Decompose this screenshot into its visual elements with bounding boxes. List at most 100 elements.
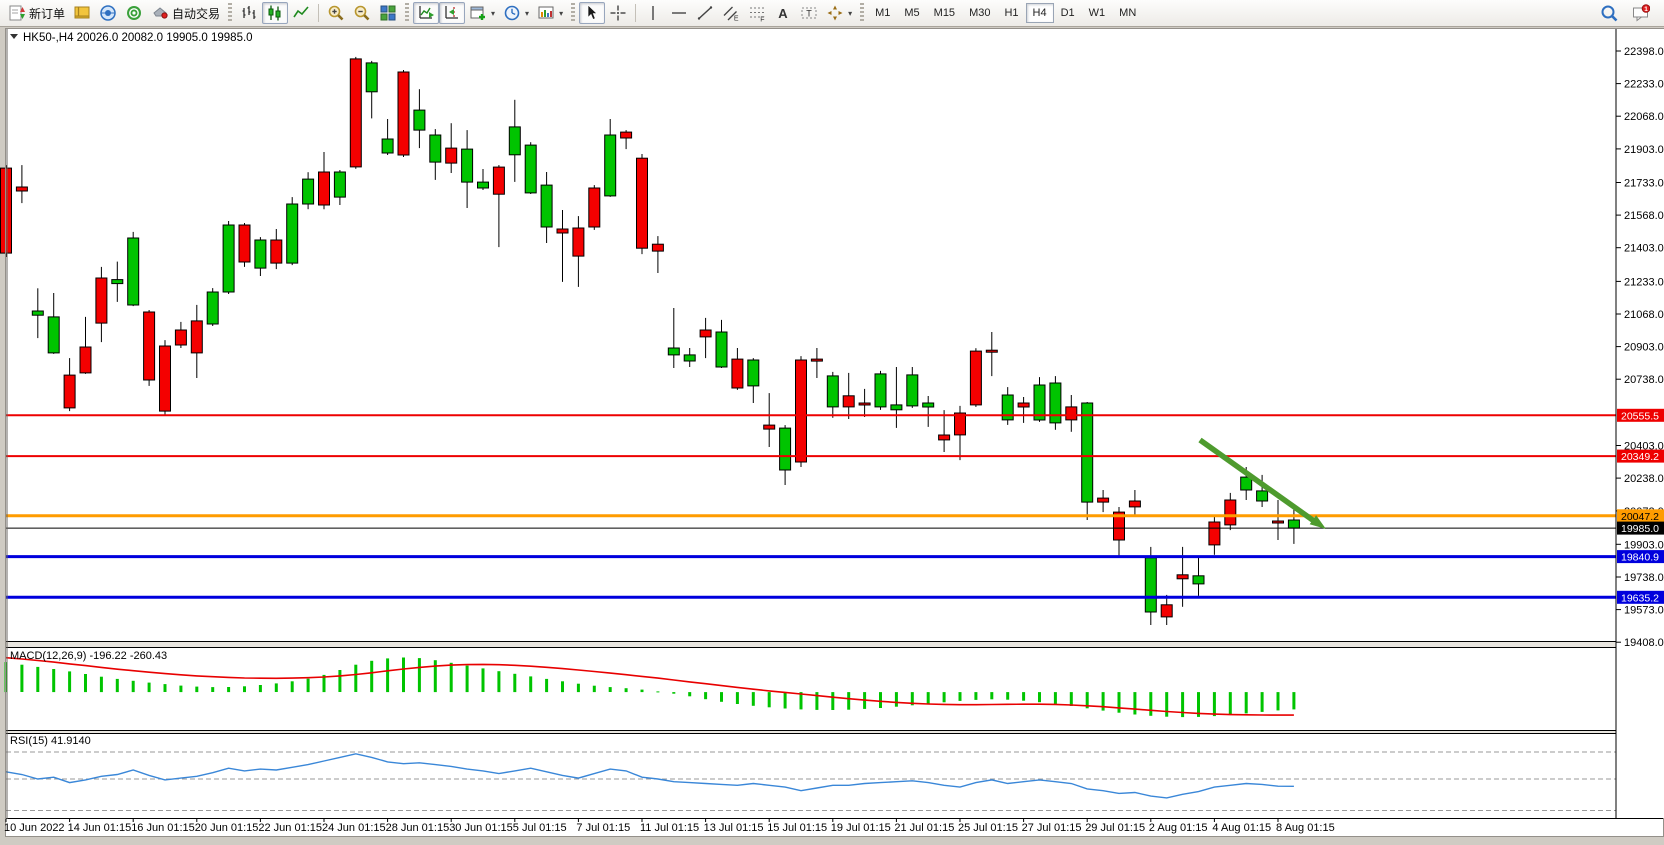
candle[interactable] (174, 321, 187, 348)
candle[interactable] (508, 99, 521, 182)
candle[interactable] (1081, 402, 1094, 520)
candle[interactable] (429, 129, 442, 180)
candle[interactable] (1272, 500, 1284, 540)
timeframe-d1-button[interactable]: D1 (1060, 7, 1075, 19)
candle[interactable] (413, 89, 426, 149)
candle[interactable] (270, 229, 283, 270)
publisher-button[interactable] (95, 2, 121, 24)
periods-button[interactable]: ▾ (499, 2, 533, 24)
candle[interactable] (365, 60, 378, 119)
candle[interactable] (604, 119, 617, 197)
candle[interactable] (127, 231, 140, 307)
candle[interactable] (111, 261, 124, 302)
candle[interactable] (190, 304, 203, 378)
candle[interactable] (763, 393, 776, 447)
time-axis[interactable]: 10 Jun 2022 14 Jun 01:15 16 Jun 01:15 20 Ju… (4, 819, 1616, 836)
candle[interactable] (1208, 517, 1221, 555)
candle[interactable] (620, 130, 633, 150)
cursor-button[interactable] (579, 2, 606, 24)
price-axis-background[interactable] (1616, 29, 1664, 818)
time-axis-background[interactable] (6, 819, 1616, 836)
candle[interactable] (445, 123, 458, 173)
candle[interactable] (1001, 387, 1014, 425)
chat-button[interactable]: 1 (1628, 2, 1654, 24)
candle[interactable] (985, 332, 998, 377)
candle[interactable] (63, 358, 76, 412)
candle[interactable] (572, 216, 585, 287)
timeframe-m1-button[interactable]: M1 (875, 7, 891, 19)
candle[interactable] (540, 172, 553, 243)
templates-button[interactable]: ▾ (533, 2, 567, 24)
new-order-button[interactable]: 新订单 (4, 2, 69, 24)
trend-arrow-head[interactable] (1309, 515, 1326, 529)
candle[interactable] (159, 340, 171, 416)
timeframe-m5-button[interactable]: M5 (904, 7, 920, 19)
tile-windows-button[interactable] (375, 2, 401, 24)
candle[interactable] (747, 358, 760, 403)
candle[interactable] (238, 223, 251, 267)
timeframe-w1-button[interactable]: W1 (1088, 7, 1106, 19)
candle[interactable] (922, 396, 935, 427)
candle[interactable] (1224, 492, 1237, 531)
candle[interactable] (95, 266, 108, 343)
candle[interactable] (477, 169, 489, 190)
candle[interactable] (731, 348, 744, 390)
alerts-button[interactable] (121, 2, 147, 24)
candle[interactable] (1065, 395, 1078, 432)
candle[interactable] (397, 70, 410, 157)
candle[interactable] (715, 319, 728, 368)
candle[interactable] (79, 316, 92, 374)
candle[interactable] (318, 152, 330, 210)
candle[interactable] (1160, 594, 1173, 625)
timeframe-h4-button[interactable]: H4 (1025, 3, 1054, 23)
candle[interactable] (333, 170, 346, 205)
candle[interactable] (1049, 376, 1062, 430)
trend-arrow-line[interactable] (1198, 437, 1316, 524)
indicators-button[interactable]: ▾ (465, 2, 499, 24)
candle[interactable] (588, 185, 601, 230)
candle[interactable] (826, 371, 839, 418)
candle[interactable] (699, 317, 712, 359)
label-button[interactable]: T (796, 2, 822, 24)
candle[interactable] (556, 210, 569, 282)
candle[interactable] (890, 367, 903, 428)
channel-button[interactable]: E (718, 2, 744, 24)
candle[interactable] (524, 142, 537, 194)
candle[interactable] (1192, 555, 1205, 596)
trendline-button[interactable] (692, 2, 718, 24)
autotrading-button[interactable]: 自动交易 (147, 2, 224, 24)
timeframe-h1-button[interactable]: H1 (1004, 7, 1019, 19)
candle[interactable] (254, 237, 267, 276)
candle[interactable] (286, 197, 299, 266)
candle[interactable] (1017, 397, 1030, 423)
vertical-line-button[interactable] (640, 2, 666, 24)
candle[interactable] (858, 388, 871, 417)
arrows-button[interactable]: ▾ (822, 2, 856, 24)
candle[interactable] (651, 236, 664, 273)
trend-arrow-annotation[interactable] (1198, 437, 1326, 529)
text-button[interactable]: A (770, 2, 796, 24)
candle[interactable] (492, 165, 505, 248)
candle[interactable] (1256, 474, 1269, 507)
pane-splitter[interactable] (6, 642, 1663, 647)
journal-button[interactable] (69, 2, 95, 24)
bar-chart-button[interactable] (236, 2, 262, 24)
candle[interactable] (349, 56, 362, 169)
candle[interactable] (969, 348, 982, 407)
candlestick-chart-button[interactable] (262, 2, 289, 24)
chart-shift-button[interactable] (439, 2, 466, 24)
candle[interactable] (779, 425, 792, 485)
search-button[interactable] (1596, 2, 1622, 24)
candle[interactable] (938, 410, 951, 452)
candle[interactable] (795, 356, 807, 467)
timeframe-m30-button[interactable]: M30 (969, 7, 991, 19)
candle[interactable] (810, 348, 823, 378)
timeframe-mn-button[interactable]: MN (1119, 7, 1137, 19)
candle[interactable] (1097, 490, 1110, 513)
price-axis[interactable]: 22398.0 22233.0 22068.0 21903.0 21733.0 21568… (1615, 29, 1664, 818)
pane-splitter[interactable] (6, 731, 1663, 733)
auto-scroll-button[interactable] (413, 2, 440, 24)
candle[interactable] (1128, 490, 1141, 517)
candle[interactable] (842, 372, 855, 419)
zoom-out-button[interactable] (349, 2, 375, 24)
